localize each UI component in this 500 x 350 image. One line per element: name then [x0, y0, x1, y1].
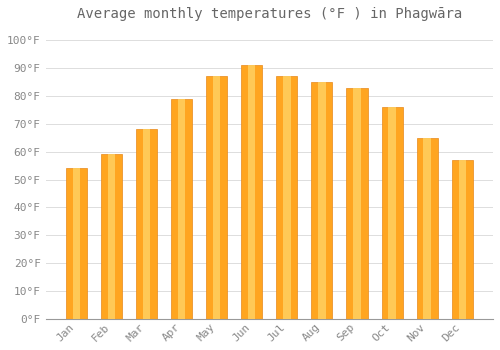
Bar: [241, 65, 262, 319]
Bar: [171, 99, 192, 319]
Bar: [312, 82, 332, 319]
Bar: [136, 130, 157, 319]
Title: Average monthly temperatures (°F ) in Phagwāra: Average monthly temperatures (°F ) in Ph…: [76, 7, 462, 21]
Bar: [283, 76, 290, 319]
Bar: [213, 76, 220, 319]
Bar: [382, 107, 402, 319]
Bar: [276, 76, 297, 319]
Bar: [354, 88, 360, 319]
Bar: [248, 65, 256, 319]
Bar: [346, 88, 368, 319]
Bar: [108, 154, 115, 319]
Bar: [101, 154, 122, 319]
Bar: [143, 130, 150, 319]
Bar: [388, 107, 396, 319]
Bar: [72, 168, 80, 319]
Bar: [424, 138, 431, 319]
Bar: [66, 168, 87, 319]
Bar: [416, 138, 438, 319]
Bar: [458, 160, 466, 319]
Bar: [452, 160, 472, 319]
Bar: [206, 76, 227, 319]
Bar: [178, 99, 186, 319]
Bar: [318, 82, 326, 319]
